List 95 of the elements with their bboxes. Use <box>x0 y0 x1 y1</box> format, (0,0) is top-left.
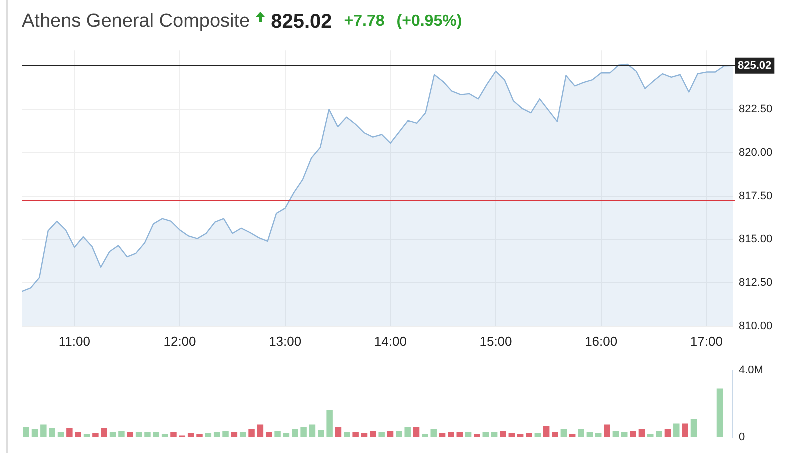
bar <box>621 432 628 438</box>
bar <box>534 433 542 438</box>
bar <box>604 424 610 438</box>
bar <box>170 432 177 438</box>
x-tick-label: 12:00 <box>164 334 196 349</box>
bar <box>387 431 394 438</box>
bar <box>716 388 724 438</box>
bar <box>344 432 350 438</box>
bar <box>205 433 212 438</box>
bar <box>283 433 290 438</box>
bar <box>326 410 333 438</box>
bar <box>335 427 342 438</box>
bar <box>508 433 516 438</box>
bar <box>153 432 160 438</box>
bar <box>274 431 281 438</box>
chart-title: Athens General Composite <box>22 11 250 33</box>
bar <box>448 432 454 438</box>
bar <box>543 426 550 438</box>
bar <box>638 429 646 438</box>
bar <box>66 428 73 438</box>
x-tick-label: 15:00 <box>480 334 512 349</box>
bar <box>361 433 368 438</box>
bar <box>422 434 428 438</box>
x-tick-label: 14:00 <box>374 334 407 349</box>
bar <box>569 434 576 438</box>
y-tick-label: 4.0M <box>739 364 764 377</box>
bar <box>84 434 90 438</box>
bar <box>664 429 672 438</box>
bar <box>474 434 480 438</box>
y-tick-label: 812.50 <box>739 277 773 290</box>
bar <box>118 431 125 438</box>
bar <box>552 432 558 438</box>
text: +7.78 <box>344 13 385 31</box>
bar <box>491 432 498 438</box>
bar <box>248 429 255 438</box>
bar <box>396 431 402 438</box>
bar <box>352 432 359 438</box>
bar <box>101 428 108 438</box>
y-tick-label: 815.00 <box>739 234 773 246</box>
bar <box>586 432 594 438</box>
bar <box>595 433 602 438</box>
bar <box>456 432 463 438</box>
ref-line-label: 825.02 <box>738 60 772 72</box>
bar <box>58 432 64 438</box>
bar <box>188 433 194 438</box>
y-tick-label: 0 <box>739 431 746 444</box>
bar <box>560 429 568 438</box>
bar <box>482 432 490 438</box>
bar <box>127 432 134 438</box>
text: (+0.95%) <box>396 13 462 31</box>
bar <box>196 434 203 438</box>
bar <box>674 424 680 438</box>
bar <box>656 431 662 438</box>
bar <box>300 427 307 438</box>
bar <box>309 424 316 438</box>
bar <box>648 434 654 438</box>
bar <box>404 427 411 438</box>
bar <box>578 429 584 438</box>
bar <box>370 431 376 438</box>
bar <box>92 433 99 438</box>
text: 825.02 <box>271 10 332 34</box>
x-tick-label: 13:00 <box>269 334 302 349</box>
bar <box>465 432 472 438</box>
bar <box>75 432 82 438</box>
bar <box>162 434 168 438</box>
bar <box>318 430 324 438</box>
bar <box>214 432 220 438</box>
bar <box>439 433 446 438</box>
bar <box>430 429 437 438</box>
bar <box>682 424 688 438</box>
bar <box>517 434 524 438</box>
y-tick-label: 817.50 <box>739 190 773 202</box>
bar <box>23 427 30 438</box>
x-tick-label: 16:00 <box>585 334 618 349</box>
bar <box>690 419 698 438</box>
bar <box>378 432 385 438</box>
bar <box>500 431 506 438</box>
bar <box>630 431 636 438</box>
bar <box>32 429 38 438</box>
bar <box>292 429 298 438</box>
y-tick-label: 822.50 <box>739 104 773 116</box>
bar <box>144 432 151 438</box>
y-tick-label: 820.00 <box>739 146 773 159</box>
y-tick-label: 810.00 <box>739 320 773 332</box>
bar <box>110 432 116 438</box>
bar <box>526 433 532 438</box>
bar <box>257 424 264 438</box>
x-tick-label: 11:00 <box>58 334 90 349</box>
bar <box>413 427 420 438</box>
bar <box>222 431 229 438</box>
bar <box>612 431 620 438</box>
bar <box>40 424 47 438</box>
x-tick-label: 17:00 <box>690 334 723 349</box>
bar <box>266 432 272 438</box>
bar <box>49 428 56 438</box>
